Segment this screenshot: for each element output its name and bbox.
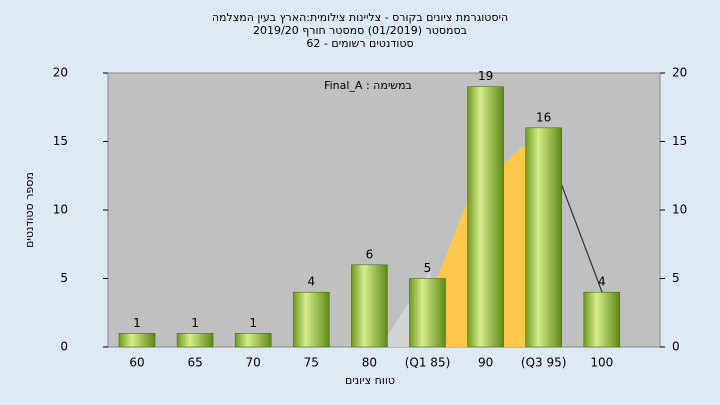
y2-tick-label: 15	[672, 134, 687, 148]
y-tick-label: 10	[53, 203, 68, 217]
bar	[525, 127, 563, 348]
data-label: 1	[133, 316, 141, 330]
x-tick-label: (Q1 85)	[405, 356, 451, 370]
bar	[234, 332, 272, 348]
chart-subtitle: בסמסטר (01/2019) סמסטר חורף 2019/20	[253, 24, 467, 37]
y2-tick-label: 5	[672, 271, 680, 285]
bar	[118, 332, 156, 348]
x-axis-label: טווח ציונים	[345, 374, 395, 387]
bar	[467, 86, 504, 348]
y-axis-label: מספר סטודנטים	[23, 172, 36, 248]
chart-title: היסטוגרמת ציונים בקורס - צליינות צילומית…	[212, 11, 508, 24]
y-tick-label: 0	[60, 340, 68, 354]
annotation: Final_A : במשימה	[324, 79, 412, 92]
x-tick-label: 90	[478, 356, 493, 370]
y-tick-label: 5	[60, 271, 68, 285]
x-tick-label: 100	[590, 356, 613, 370]
data-label: 4	[307, 275, 315, 289]
bar	[176, 332, 214, 348]
x-tick-label: 75	[304, 356, 319, 370]
bar	[409, 278, 446, 348]
trend-line	[555, 169, 603, 293]
x-tick-label: 60	[129, 356, 144, 370]
y2-tick-label: 20	[672, 66, 687, 80]
bar	[292, 291, 330, 348]
data-label: 6	[366, 247, 374, 261]
data-label: 5	[424, 261, 432, 275]
data-label: 19	[478, 69, 493, 83]
chart-subtitle: סטודנטים רשומים - 62	[306, 37, 413, 50]
y2-tick-label: 10	[672, 203, 687, 217]
y-tick-label: 20	[53, 66, 68, 80]
bar	[351, 264, 388, 348]
data-label: 4	[598, 275, 606, 289]
x-tick-label: 70	[246, 356, 261, 370]
data-label: 16	[536, 110, 551, 124]
x-tick-label: (Q3 95)	[521, 356, 567, 370]
x-tick-label: 65	[187, 356, 202, 370]
data-label: 1	[191, 316, 199, 330]
y2-tick-label: 0	[672, 340, 680, 354]
x-tick-label: 80	[362, 356, 377, 370]
data-label: 1	[249, 316, 257, 330]
bar	[583, 291, 621, 348]
y-tick-label: 15	[53, 134, 68, 148]
